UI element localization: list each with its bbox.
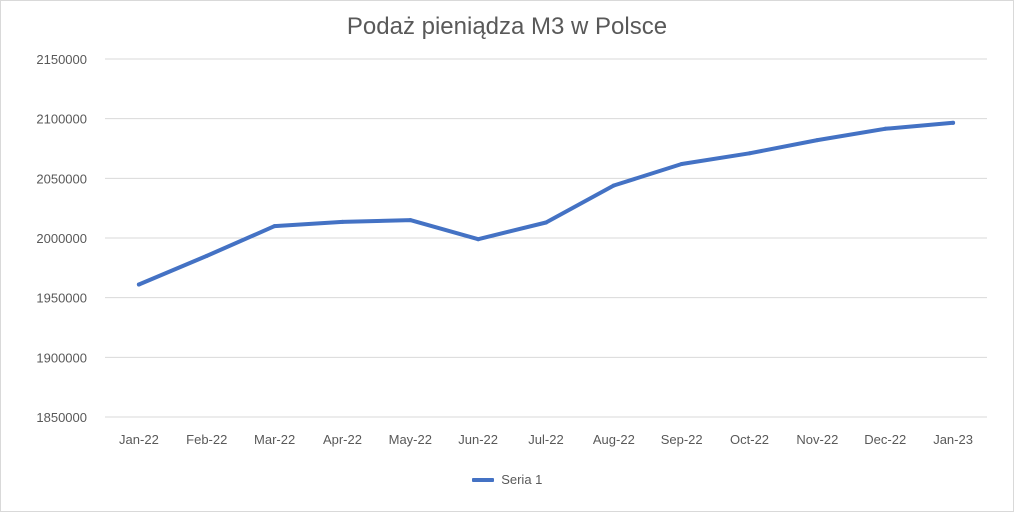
- data-point: [272, 224, 277, 229]
- series-line: [136, 120, 956, 287]
- y-axis-ticks: 1850000 1900000 1950000 2000000 2050000 21000…: [36, 52, 87, 425]
- y-tick-label: 1850000: [36, 410, 87, 425]
- x-axis-ticks: Jan-22 Feb-22 Mar-22 Apr-22 May-22 Jun-22 Jul-…: [119, 432, 973, 447]
- data-point: [815, 138, 820, 143]
- y-tick-label: 2000000: [36, 231, 87, 246]
- data-point: [611, 183, 616, 188]
- x-tick-label: Dec-22: [864, 432, 906, 447]
- x-tick-label: Feb-22: [186, 432, 227, 447]
- data-point: [408, 218, 413, 223]
- series-group: [136, 120, 956, 287]
- legend-swatch-seria-1: [471, 477, 494, 482]
- data-point: [476, 237, 481, 242]
- data-point: [204, 253, 209, 258]
- data-point: [951, 120, 956, 125]
- y-tick-label: 2150000: [36, 52, 87, 67]
- y-tick-label: 2050000: [36, 171, 87, 186]
- x-tick-label: Aug-22: [593, 432, 635, 447]
- y-tick-label: 1950000: [36, 291, 87, 306]
- gridlines: [105, 58, 987, 418]
- x-tick-label: Jan-22: [119, 432, 159, 447]
- data-point: [679, 162, 684, 167]
- legend: Seria 1: [1, 471, 1013, 487]
- data-point: [340, 219, 345, 224]
- x-tick-label: Sep-22: [661, 432, 703, 447]
- x-tick-label: Jun-22: [458, 432, 498, 447]
- chart-title: Podaż pieniądza M3 w Polsce: [346, 13, 668, 40]
- data-point: [136, 282, 141, 287]
- x-tick-label: Apr-22: [323, 432, 362, 447]
- x-tick-label: May-22: [389, 432, 432, 447]
- x-tick-label: Jul-22: [528, 432, 563, 447]
- x-tick-label: Oct-22: [730, 432, 769, 447]
- legend-label: Seria 1: [501, 472, 543, 488]
- data-point: [883, 126, 888, 131]
- data-point: [544, 220, 548, 225]
- data-point: [747, 151, 752, 156]
- y-tick-label: 2100000: [36, 112, 87, 127]
- x-tick-label: Nov-22: [796, 432, 838, 447]
- y-tick-label: 1900000: [36, 350, 87, 365]
- x-tick-label: Jan-23: [933, 432, 973, 447]
- x-tick-label: Mar-22: [254, 432, 295, 447]
